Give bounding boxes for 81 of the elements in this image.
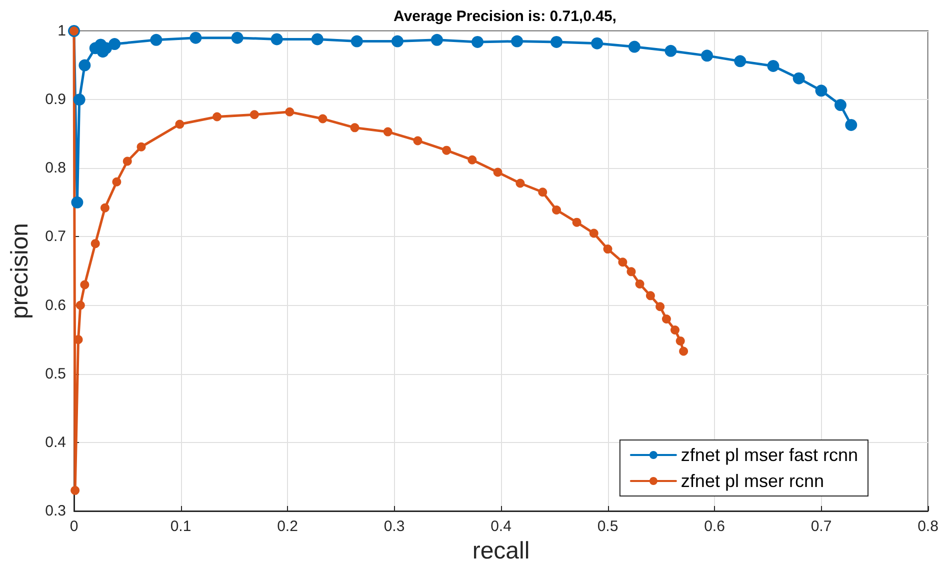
point [493, 168, 502, 177]
point [670, 325, 680, 334]
point [391, 35, 404, 48]
x-tick-label: 0 [70, 518, 78, 535]
point [511, 35, 524, 48]
point [250, 110, 259, 120]
point [413, 136, 422, 146]
point [679, 346, 688, 356]
point [676, 336, 685, 346]
point [122, 156, 132, 166]
x-tick-label: 0.5 [597, 518, 618, 535]
point [108, 38, 121, 50]
point [550, 36, 563, 48]
y-tick-label: 0.5 [45, 365, 66, 382]
x-tick-label: 0.2 [277, 518, 298, 535]
point [815, 84, 828, 97]
x-tick-label: 0.6 [704, 518, 725, 535]
point [270, 33, 283, 46]
legend-label: zfnet pl mser rcnn [680, 471, 824, 491]
point [76, 300, 85, 310]
point [792, 72, 805, 84]
point [212, 112, 222, 122]
point [318, 114, 328, 124]
point [430, 34, 443, 46]
point [656, 302, 665, 312]
y-tick-label: 0.7 [45, 228, 66, 246]
y-axis-title: precision [6, 222, 34, 320]
point [285, 107, 294, 116]
point [100, 203, 110, 212]
point [136, 142, 146, 152]
x-axis-title: recall [472, 538, 530, 564]
point [150, 34, 162, 46]
point [635, 280, 644, 289]
point [834, 99, 846, 112]
point [90, 239, 100, 248]
point [190, 32, 202, 44]
x-tick-label: 0.1 [170, 518, 192, 535]
point [552, 205, 562, 214]
point [572, 218, 582, 227]
point [231, 32, 244, 44]
point [603, 244, 612, 254]
point [112, 177, 122, 186]
point [662, 314, 671, 324]
point [350, 123, 360, 132]
y-tick-label: 0.9 [45, 91, 66, 108]
x-tick-label: 0.4 [490, 518, 512, 535]
y-tick-label: 0.3 [45, 502, 66, 520]
point [78, 59, 91, 72]
point [646, 291, 655, 300]
point [767, 60, 780, 72]
point [626, 267, 636, 276]
point [589, 228, 598, 238]
point [845, 118, 858, 131]
point [442, 146, 452, 155]
point [80, 280, 90, 290]
x-tick-label: 0.7 [810, 518, 832, 535]
point [175, 120, 184, 129]
point [628, 40, 640, 53]
point [701, 50, 714, 62]
chart-title: Average Precision is: 0.71,0.45, [394, 8, 616, 25]
point [591, 37, 604, 50]
x-tick-label: 0.8 [918, 518, 938, 535]
point [73, 94, 86, 106]
point [618, 258, 628, 267]
point [664, 44, 677, 57]
point [468, 155, 477, 164]
x-tick-label: 0.3 [384, 518, 405, 535]
point [538, 188, 548, 197]
point [71, 196, 84, 208]
legend-label: zfnet pl mser fast rcnn [680, 445, 858, 465]
y-tick-label: 0.6 [45, 296, 66, 314]
y-tick-label: 0.8 [45, 160, 66, 177]
point [311, 33, 324, 46]
point [516, 178, 525, 188]
y-tick-label: 1 [58, 22, 66, 40]
y-tick-label: 0.4 [45, 434, 66, 451]
point [70, 486, 80, 495]
point [383, 127, 392, 136]
point [734, 55, 746, 68]
point [472, 36, 484, 48]
point [350, 35, 363, 48]
